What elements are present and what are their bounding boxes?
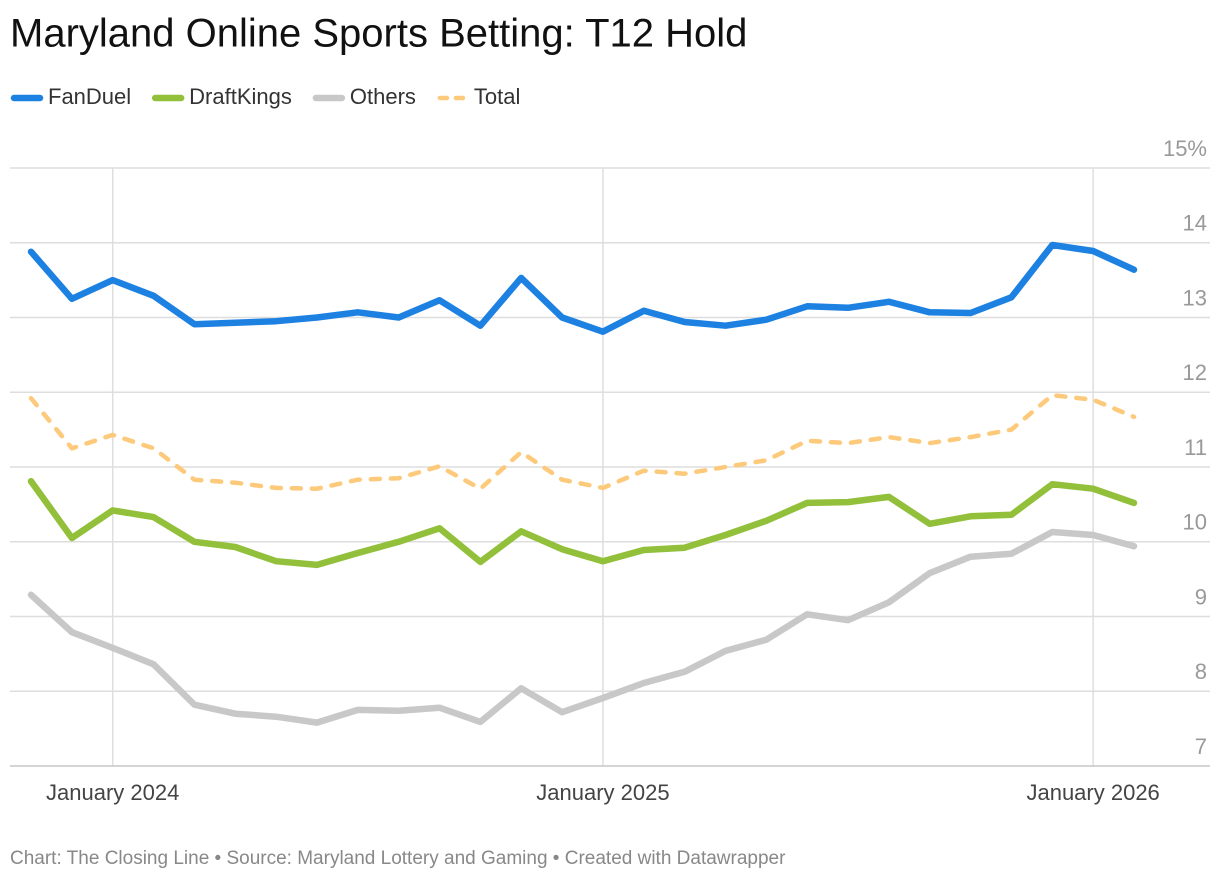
y-tick-label: 14	[1183, 211, 1207, 236]
series-line	[27, 528, 1138, 726]
series-line	[28, 392, 1137, 491]
x-tick-label: January 2026	[1026, 780, 1159, 805]
legend-label: FanDuel	[48, 84, 131, 109]
legend-label: DraftKings	[189, 84, 292, 109]
legend-label: Others	[350, 84, 416, 109]
y-tick-label: 13	[1183, 285, 1207, 310]
y-tick-label: 11	[1184, 435, 1207, 460]
chart-title: Maryland Online Sports Betting: T12 Hold	[10, 12, 747, 56]
x-tick-label: January 2025	[536, 780, 669, 805]
y-tick-label: 8	[1195, 659, 1207, 684]
y-tick-label: 10	[1183, 510, 1207, 535]
y-tick-label: 7	[1195, 734, 1207, 759]
x-tick-label: January 2024	[46, 780, 179, 805]
y-tick-label: 9	[1195, 584, 1207, 609]
legend-label: Total	[474, 84, 520, 109]
y-tick-label: 15%	[1163, 136, 1207, 161]
series-line	[27, 241, 1138, 335]
source-note: Chart: The Closing Line • Source: Maryla…	[10, 848, 786, 869]
series-line	[27, 477, 1138, 569]
y-tick-label: 12	[1183, 360, 1207, 385]
